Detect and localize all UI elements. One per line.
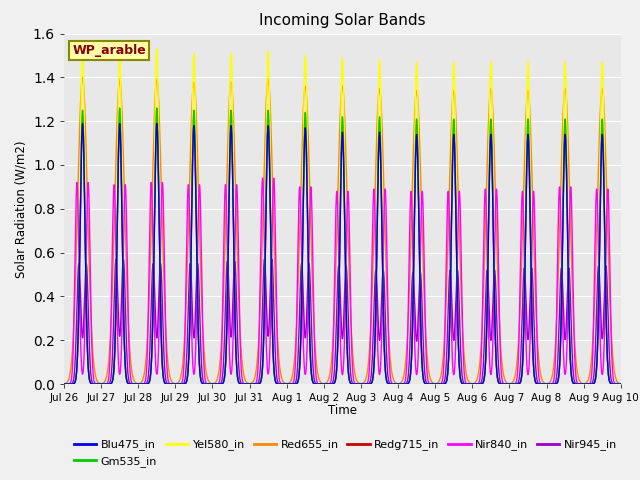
Line: Gm535_in: Gm535_in: [64, 108, 621, 384]
Gm535_in: [617, 381, 625, 387]
Nir945_in: [60, 381, 68, 387]
Red655_in: [419, 268, 427, 274]
Red655_in: [269, 178, 276, 183]
Yel580_in: [499, 381, 506, 387]
Nir840_in: [617, 381, 625, 387]
Nir840_in: [499, 378, 506, 384]
Redg715_in: [419, 376, 427, 382]
Yel580_in: [179, 381, 187, 387]
Yel580_in: [617, 381, 625, 387]
Yel580_in: [419, 374, 427, 380]
Nir945_in: [617, 381, 625, 387]
Line: Blu475_in: Blu475_in: [64, 123, 621, 384]
Gm535_in: [179, 381, 187, 387]
Red655_in: [179, 356, 187, 361]
Redg715_in: [179, 381, 187, 387]
Blu475_in: [60, 381, 68, 387]
Gm535_in: [419, 375, 427, 381]
Gm535_in: [269, 326, 276, 332]
Red655_in: [79, 74, 86, 80]
Gm535_in: [499, 381, 506, 387]
Yel580_in: [269, 315, 276, 321]
Gm535_in: [615, 381, 623, 387]
Red655_in: [60, 381, 68, 387]
Line: Red655_in: Red655_in: [64, 77, 621, 384]
Red655_in: [617, 381, 625, 387]
Gm535_in: [60, 381, 68, 387]
Nir840_in: [419, 214, 427, 220]
Yel580_in: [79, 46, 86, 52]
Redg715_in: [499, 381, 506, 387]
Yel580_in: [60, 381, 68, 387]
Red655_in: [499, 364, 506, 370]
Gm535_in: [173, 381, 181, 387]
Nir945_in: [615, 381, 623, 387]
Redg715_in: [617, 381, 625, 387]
X-axis label: Time: Time: [328, 405, 357, 418]
Nir945_in: [269, 262, 276, 268]
Blu475_in: [615, 381, 623, 387]
Redg715_in: [615, 381, 623, 387]
Line: Redg715_in: Redg715_in: [64, 123, 621, 384]
Nir945_in: [419, 342, 427, 348]
Legend: Blu475_in, Gm535_in, Yel580_in, Red655_in, Redg715_in, Nir840_in, Nir945_in: Blu475_in, Gm535_in, Yel580_in, Red655_i…: [70, 435, 621, 471]
Redg715_in: [173, 381, 181, 387]
Blu475_in: [617, 381, 625, 387]
Blu475_in: [179, 381, 187, 387]
Line: Nir945_in: Nir945_in: [64, 259, 621, 384]
Blu475_in: [499, 381, 506, 387]
Nir945_in: [173, 381, 181, 387]
Gm535_in: [116, 105, 124, 111]
Line: Nir840_in: Nir840_in: [64, 178, 621, 384]
Nir945_in: [112, 256, 120, 262]
Nir945_in: [499, 381, 506, 387]
Blu475_in: [173, 381, 181, 387]
Nir840_in: [615, 381, 623, 387]
Blu475_in: [419, 375, 427, 381]
Nir840_in: [60, 381, 68, 387]
Nir840_in: [179, 374, 187, 380]
Redg715_in: [79, 120, 86, 126]
Blu475_in: [269, 330, 276, 336]
Y-axis label: Solar Radiation (W/m2): Solar Radiation (W/m2): [14, 140, 28, 277]
Text: WP_arable: WP_arable: [72, 44, 146, 57]
Blu475_in: [79, 120, 86, 126]
Red655_in: [173, 380, 181, 386]
Red655_in: [615, 380, 623, 386]
Nir945_in: [179, 381, 187, 386]
Nir840_in: [259, 175, 266, 181]
Nir840_in: [269, 210, 276, 216]
Nir840_in: [173, 381, 181, 387]
Title: Incoming Solar Bands: Incoming Solar Bands: [259, 13, 426, 28]
Yel580_in: [173, 381, 181, 387]
Yel580_in: [615, 381, 623, 387]
Line: Yel580_in: Yel580_in: [64, 49, 621, 384]
Redg715_in: [269, 330, 276, 336]
Redg715_in: [60, 381, 68, 387]
